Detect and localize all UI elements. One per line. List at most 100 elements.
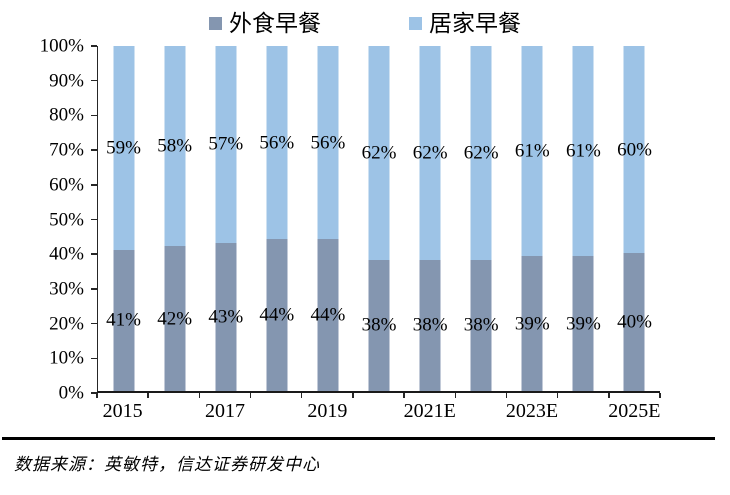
x-axis-label: 2025E <box>608 400 661 422</box>
data-label-home-breakfast: 61% <box>514 140 550 162</box>
bar-segment-home-breakfast <box>623 46 645 253</box>
data-label-home-breakfast: 59% <box>106 137 141 159</box>
y-axis-tick <box>91 288 97 290</box>
y-axis-tick <box>91 357 97 360</box>
y-axis-label: 30% <box>49 278 84 300</box>
x-axis-tick <box>352 393 354 398</box>
y-axis-label: 50% <box>49 209 84 230</box>
x-axis-tick <box>659 393 661 398</box>
bar-segment-home-breakfast <box>572 46 594 257</box>
data-label-eat-out-breakfast: 43% <box>208 306 244 328</box>
y-axis-label: 40% <box>49 243 84 265</box>
x-axis-tick <box>454 393 457 398</box>
bar-slot: 62% 38% <box>353 46 404 391</box>
bar-segment-home-breakfast <box>113 46 135 250</box>
legend-item-eat-out: 外食早餐 <box>209 12 321 35</box>
legend-item-home: 居家早餐 <box>409 12 521 35</box>
legend-swatch-home-icon <box>409 16 422 30</box>
bar-segment-home-breakfast <box>419 46 441 260</box>
data-label-eat-out-breakfast: 44% <box>259 304 295 326</box>
bar-segment-eat-out-breakfast <box>623 253 645 391</box>
x-axis-tick <box>556 393 559 398</box>
y-axis-label: 60% <box>49 174 84 196</box>
bar-slot: 62% 38% <box>456 46 507 391</box>
y-axis-tick <box>91 322 97 325</box>
bar-segment-eat-out-breakfast <box>266 239 288 391</box>
data-label-eat-out-breakfast: 38% <box>361 314 397 336</box>
x-axis-label: 2017 <box>204 400 245 422</box>
data-label-home-breakfast: 58% <box>157 135 193 157</box>
y-axis-label: 0% <box>58 382 84 404</box>
bar-segment-home-breakfast <box>368 46 390 260</box>
legend-label-eat-out: 外食早餐 <box>229 10 321 36</box>
bar-slot: 60% 40% <box>609 46 660 391</box>
bar-segment-eat-out-breakfast <box>368 259 390 391</box>
x-axis-tick <box>147 393 149 398</box>
data-label-eat-out-breakfast: 39% <box>514 313 550 335</box>
bar-slot: 58% 42% <box>149 46 200 391</box>
data-label-home-breakfast: 56% <box>310 132 346 154</box>
bar-segment-eat-out-breakfast <box>572 256 594 391</box>
bar-segment-home-breakfast <box>317 46 339 240</box>
bar-segment-eat-out-breakfast <box>470 259 492 391</box>
data-label-eat-out-breakfast: 38% <box>412 314 448 336</box>
bar-segment-home-breakfast <box>266 46 288 240</box>
bar-segment-home-breakfast <box>521 46 543 257</box>
x-axis-tick <box>608 393 610 398</box>
y-axis-label: 80% <box>49 104 84 126</box>
chart-legend: 外食早餐 居家早餐 <box>0 8 730 38</box>
y-axis-tick <box>91 79 97 82</box>
data-label-eat-out-breakfast: 44% <box>310 304 346 326</box>
y-axis-tick <box>91 218 97 221</box>
bar-segment-eat-out-breakfast <box>215 242 237 391</box>
data-label-home-breakfast: 62% <box>412 142 448 164</box>
bar-slot: 62% 38% <box>405 46 456 391</box>
x-axis-tick <box>249 393 252 398</box>
y-axis-label: 90% <box>49 70 84 92</box>
bar-segment-eat-out-breakfast <box>164 246 186 391</box>
x-axis-tick <box>300 393 303 398</box>
bar-segment-eat-out-breakfast <box>317 239 339 391</box>
footer-divider <box>2 437 715 440</box>
bars-container: 59% 41% 58% 42% 57% 43% 56% 44% 56% 44% 62% 38% 62% 3… <box>98 46 660 391</box>
data-label-home-breakfast: 62% <box>361 142 397 164</box>
x-axis-tick <box>198 393 201 398</box>
bar-segment-home-breakfast <box>164 46 186 247</box>
y-axis-tick <box>91 45 97 47</box>
data-label-eat-out-breakfast: 42% <box>157 308 193 330</box>
data-label-eat-out-breakfast: 38% <box>463 314 499 336</box>
x-axis-label: 2019 <box>307 400 348 422</box>
bar-slot: 61% 39% <box>558 46 609 391</box>
data-label-home-breakfast: 57% <box>208 133 244 155</box>
bar-slot: 61% 39% <box>507 46 558 391</box>
x-axis-label: 2015 <box>102 400 143 422</box>
data-label-eat-out-breakfast: 41% <box>106 309 141 331</box>
y-axis-tick <box>91 392 97 394</box>
y-axis-label: 70% <box>49 139 84 161</box>
bar-slot: 56% 44% <box>251 46 302 391</box>
x-axis-label: 2021E <box>403 400 456 422</box>
bar-slot: 57% 43% <box>200 46 251 391</box>
y-axis-tick <box>91 149 97 151</box>
x-axis-label: 2023E <box>505 400 559 422</box>
bar-segment-eat-out-breakfast <box>419 259 441 391</box>
bar-segment-eat-out-breakfast <box>113 249 135 391</box>
data-label-home-breakfast: 61% <box>565 140 601 162</box>
x-axis-tick <box>96 393 98 398</box>
data-label-home-breakfast: 62% <box>463 142 499 164</box>
data-label-home-breakfast: 56% <box>259 132 295 154</box>
bar-slot: 56% 44% <box>302 46 353 391</box>
y-axis-tick <box>91 184 97 186</box>
y-axis-label: 10% <box>49 347 84 369</box>
x-axis-tick <box>505 393 508 398</box>
bar-slot: 59% 41% <box>98 46 149 391</box>
legend-label-home: 居家早餐 <box>429 10 521 36</box>
source-note: 数据来源：英敏特，信达证券研发中心 <box>14 455 320 474</box>
y-axis-label: 20% <box>49 313 84 335</box>
data-label-eat-out-breakfast: 40% <box>617 311 652 333</box>
bar-segment-home-breakfast <box>470 46 492 260</box>
bar-segment-eat-out-breakfast <box>521 256 543 391</box>
legend-swatch-eat-out-icon <box>209 16 222 30</box>
plot-area: 59% 41% 58% 42% 57% 43% 56% 44% 56% 44% 62% 38% 62% 3… <box>97 46 660 393</box>
